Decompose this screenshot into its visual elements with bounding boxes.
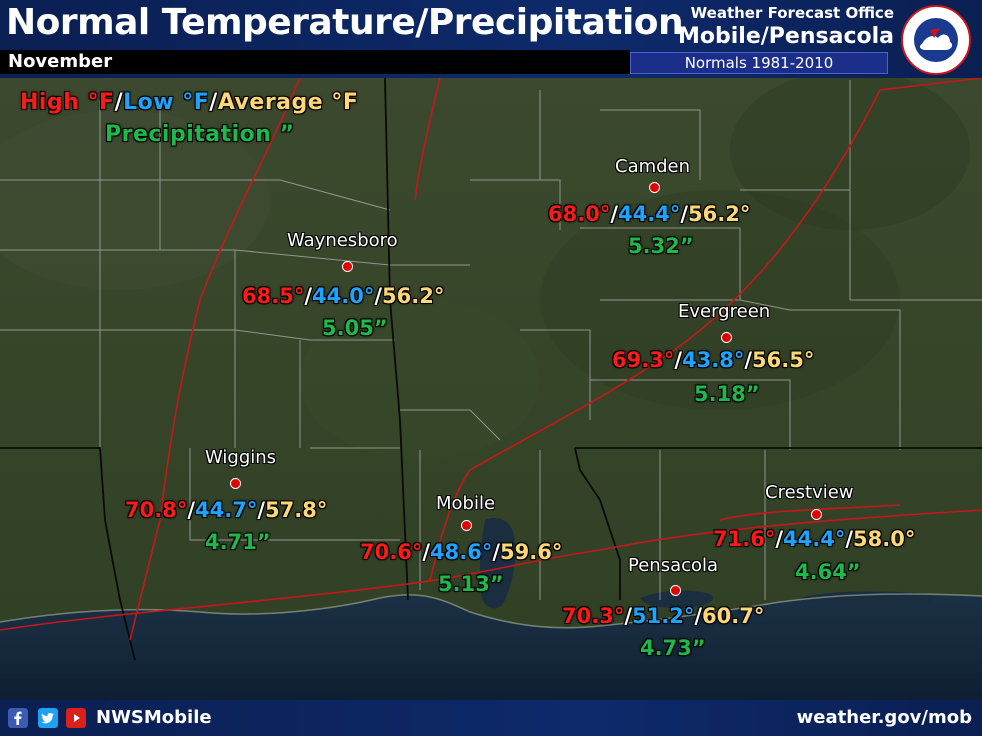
station-high: 71.6° (713, 527, 776, 551)
station-low: 48.6° (430, 540, 493, 564)
separator: / (624, 604, 632, 628)
separator: / (694, 604, 702, 628)
station-temps: 70.6°/48.6°/59.6° (360, 540, 562, 564)
separator: / (304, 284, 312, 308)
separator: / (422, 540, 430, 564)
station-temps: 70.3°/51.2°/60.7° (562, 604, 764, 628)
station-avg: 56.2° (688, 202, 751, 226)
footer-banner: NWSMobile weather.gov/mob (0, 700, 982, 736)
page-title: Normal Temperature/Precipitation (6, 2, 684, 43)
station-avg: 58.0° (853, 527, 916, 551)
station-name: Waynesboro (287, 230, 398, 251)
gulf-of-mexico (0, 594, 982, 700)
station-high: 70.6° (360, 540, 423, 564)
station-precip: 4.64” (795, 560, 861, 584)
month-label: November (8, 51, 113, 72)
station-high: 68.0° (548, 202, 611, 226)
station-marker (461, 520, 472, 531)
coastline (0, 593, 982, 629)
station-high: 70.8° (125, 498, 188, 522)
legend-separator: / (209, 90, 218, 115)
station-avg: 60.7° (702, 604, 765, 628)
station-avg: 56.5° (752, 348, 815, 372)
choctawhatchee-bay (800, 591, 936, 606)
legend-high: High °F (20, 90, 115, 115)
station-low: 44.4° (618, 202, 681, 226)
station-name: Wiggins (205, 447, 277, 468)
station-low: 44.7° (195, 498, 258, 522)
county-lines (0, 80, 982, 600)
station-name: Evergreen (678, 301, 771, 322)
station-precip: 4.73” (640, 636, 706, 660)
station-precip: 5.05” (322, 316, 388, 340)
facebook-icon[interactable] (8, 708, 28, 728)
station-avg: 59.6° (500, 540, 563, 564)
separator: / (610, 202, 618, 226)
separator: / (257, 498, 265, 522)
month-bar: November (0, 50, 630, 74)
station-name: Crestview (765, 482, 854, 503)
legend-average: Average °F (217, 90, 359, 115)
station-high: 69.3° (612, 348, 675, 372)
station-name: Camden (615, 156, 691, 177)
separator: / (775, 527, 783, 551)
station-low: 51.2° (632, 604, 695, 628)
station-low: 43.8° (682, 348, 745, 372)
station-marker (811, 509, 822, 520)
twitter-icon[interactable] (38, 708, 58, 728)
legend-separator: / (114, 90, 124, 115)
station-name: Pensacola (628, 555, 719, 576)
header-banner: Normal Temperature/Precipitation Novembe… (0, 0, 982, 78)
youtube-icon[interactable] (66, 708, 86, 728)
station-marker (721, 332, 732, 343)
station-avg: 56.2° (382, 284, 445, 308)
legend-temperature: High °F/Low °F/Average °F (20, 90, 358, 115)
legend-precip: Precipitation ” (105, 122, 295, 147)
station-marker (649, 182, 660, 193)
nws-seal-icon (901, 5, 971, 75)
social-handle[interactable]: NWSMobile (96, 707, 212, 728)
station-name: Mobile (436, 493, 496, 514)
station-avg: 57.8° (265, 498, 328, 522)
mobile-bay (479, 517, 516, 609)
station-precip: 5.18” (694, 382, 760, 406)
station-temps: 68.0°/44.4°/56.2° (548, 202, 750, 226)
separator: / (680, 202, 688, 226)
station-temps: 70.8°/44.7°/57.8° (125, 498, 327, 522)
pensacola-bay (640, 590, 714, 608)
highways (0, 77, 982, 641)
station-high: 70.3° (562, 604, 625, 628)
station-marker (342, 261, 353, 272)
separator: / (187, 498, 195, 522)
station-marker (670, 585, 681, 596)
station-temps: 68.5°/44.0°/56.2° (242, 284, 444, 308)
website-link[interactable]: weather.gov/mob (796, 707, 972, 728)
state-lines (0, 77, 982, 661)
separator: / (744, 348, 752, 372)
station-low: 44.0° (312, 284, 375, 308)
separator: / (845, 527, 853, 551)
normals-period: Normals 1981-2010 (684, 54, 834, 72)
office-name: Mobile/Pensacola (678, 24, 894, 49)
station-precip: 4.71” (205, 530, 271, 554)
separator: / (674, 348, 682, 372)
station-precip: 5.32” (628, 234, 694, 258)
terrain-patch (0, 110, 270, 290)
station-marker (230, 478, 241, 489)
station-precip: 5.13” (438, 572, 504, 596)
office-label: Weather Forecast Office (690, 4, 894, 22)
station-temps: 69.3°/43.8°/56.5° (612, 348, 814, 372)
separator: / (374, 284, 382, 308)
station-temps: 71.6°/44.4°/58.0° (713, 527, 915, 551)
legend-low: Low °F (123, 90, 210, 115)
separator: / (492, 540, 500, 564)
station-low: 44.4° (783, 527, 846, 551)
station-high: 68.5° (242, 284, 305, 308)
normals-box: Normals 1981-2010 (630, 52, 888, 74)
